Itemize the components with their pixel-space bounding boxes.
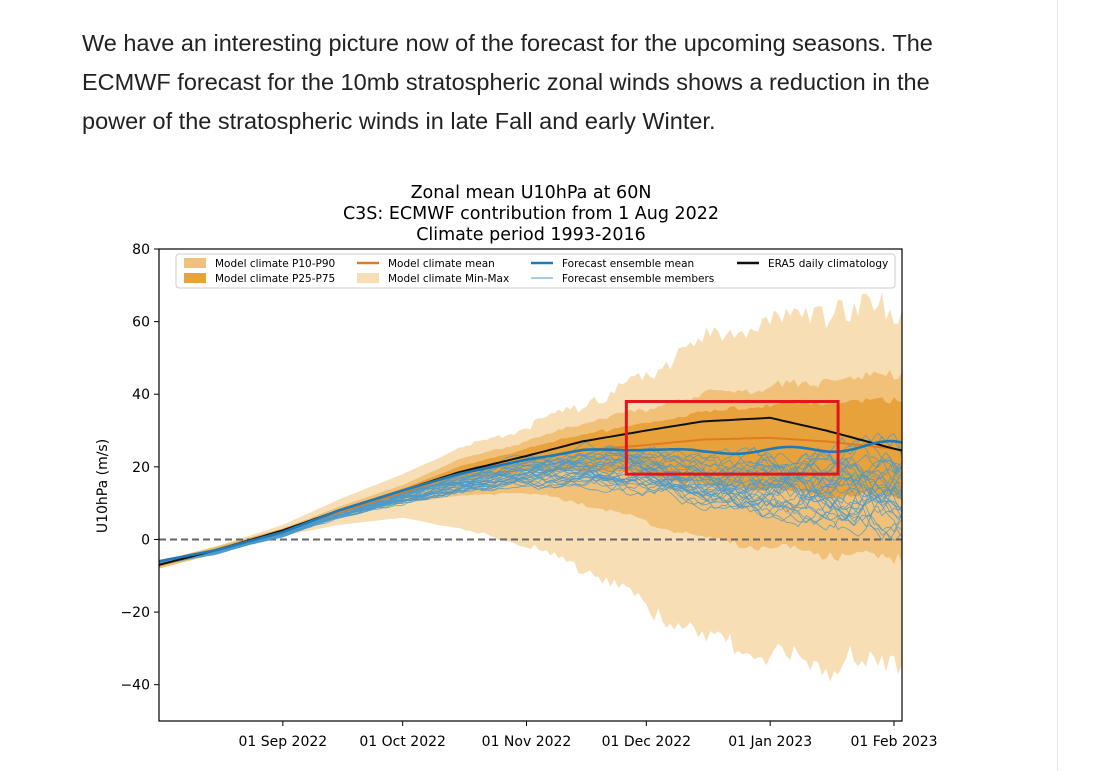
forecast-ensemble-member	[159, 462, 902, 563]
legend-label: Forecast ensemble members	[562, 273, 714, 285]
legend-label: Model climate Min-Max	[388, 273, 509, 285]
chart-subtitle-line-1: C3S: ECMWF contribution from 1 Aug 2022	[343, 204, 719, 224]
y-tick-label: 60	[132, 315, 150, 331]
x-tick-label: 01 Jan 2023	[728, 734, 812, 750]
y-tick-label: 40	[132, 387, 150, 403]
y-tick-label: 80	[132, 242, 150, 258]
legend-swatch	[357, 273, 379, 283]
x-tick-label: 01 Feb 2023	[850, 734, 937, 750]
y-axis-label: U10hPa (m/s)	[95, 439, 111, 533]
forecast-ensemble-mean-line	[159, 439, 902, 563]
article-paragraph: We have an interesting picture now of th…	[82, 30, 933, 134]
legend-swatch	[184, 258, 206, 268]
highlight-box	[624, 399, 840, 476]
legend-label: ERA5 daily climatology	[768, 258, 888, 270]
y-tick-label: 0	[141, 532, 150, 548]
y-tick-label: −20	[120, 605, 150, 621]
y-tick-label: −40	[120, 678, 150, 694]
legend-label: Model climate P10-P90	[215, 258, 335, 270]
legend-label: Model climate P25-P75	[215, 273, 335, 285]
legend-swatch	[184, 273, 206, 283]
chart-legend	[175, 253, 896, 289]
forecast-ensemble-member	[159, 452, 902, 563]
forecast-ensemble-member	[159, 460, 902, 566]
zonal-wind-chart: Zonal mean U10hPa at 60N C3S: ECMWF cont…	[95, 183, 938, 750]
legend-label: Forecast ensemble mean	[562, 258, 694, 270]
y-tick-label: 20	[132, 460, 150, 476]
x-tick-label: 01 Oct 2022	[359, 734, 446, 750]
x-tick-label: 01 Dec 2022	[602, 734, 691, 750]
plot-frame	[158, 248, 903, 722]
chart-title: Zonal mean U10hPa at 60N	[411, 183, 652, 203]
x-tick-label: 01 Nov 2022	[482, 734, 572, 750]
x-tick-label: 01 Sep 2022	[238, 734, 327, 750]
era5-climatology-line	[159, 416, 902, 566]
legend-label: Model climate mean	[388, 258, 495, 270]
chart-subtitle-line-2: Climate period 1993-2016	[416, 225, 646, 245]
content-divider	[1057, 0, 1058, 771]
forecast-ensemble-member	[159, 436, 902, 564]
